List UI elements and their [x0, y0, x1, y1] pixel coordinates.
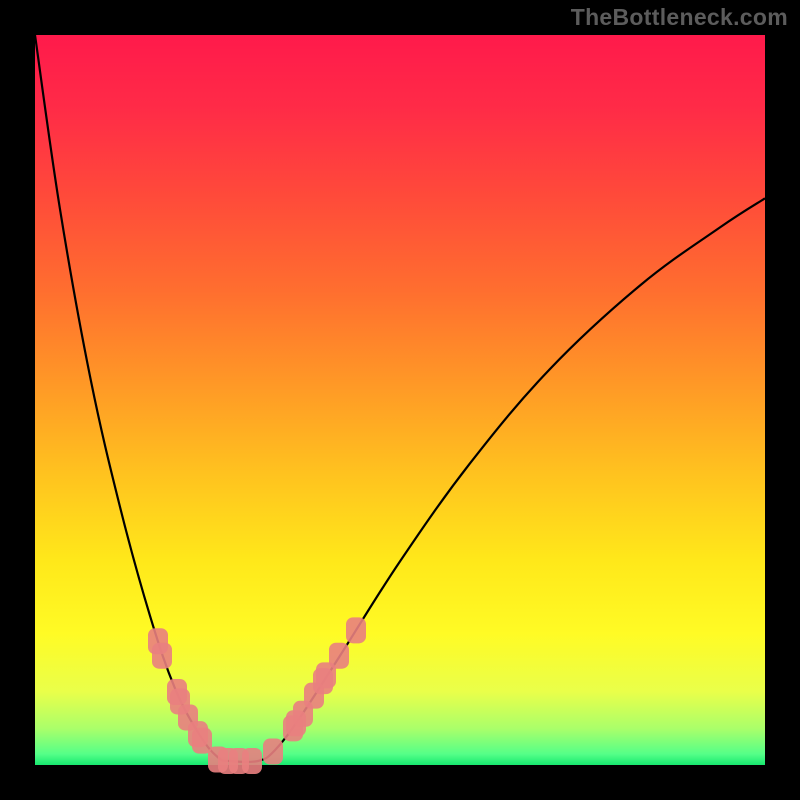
- data-marker: [242, 748, 262, 774]
- chart-canvas: TheBottleneck.com: [0, 0, 800, 800]
- curve-layer: [35, 35, 765, 765]
- data-marker: [329, 643, 349, 669]
- data-marker: [346, 617, 366, 643]
- watermark-text: TheBottleneck.com: [571, 4, 788, 31]
- data-marker: [152, 643, 172, 669]
- data-marker: [263, 739, 283, 765]
- data-marker: [192, 728, 212, 754]
- plot-area: [35, 35, 765, 765]
- bottleneck-curve: [35, 35, 765, 762]
